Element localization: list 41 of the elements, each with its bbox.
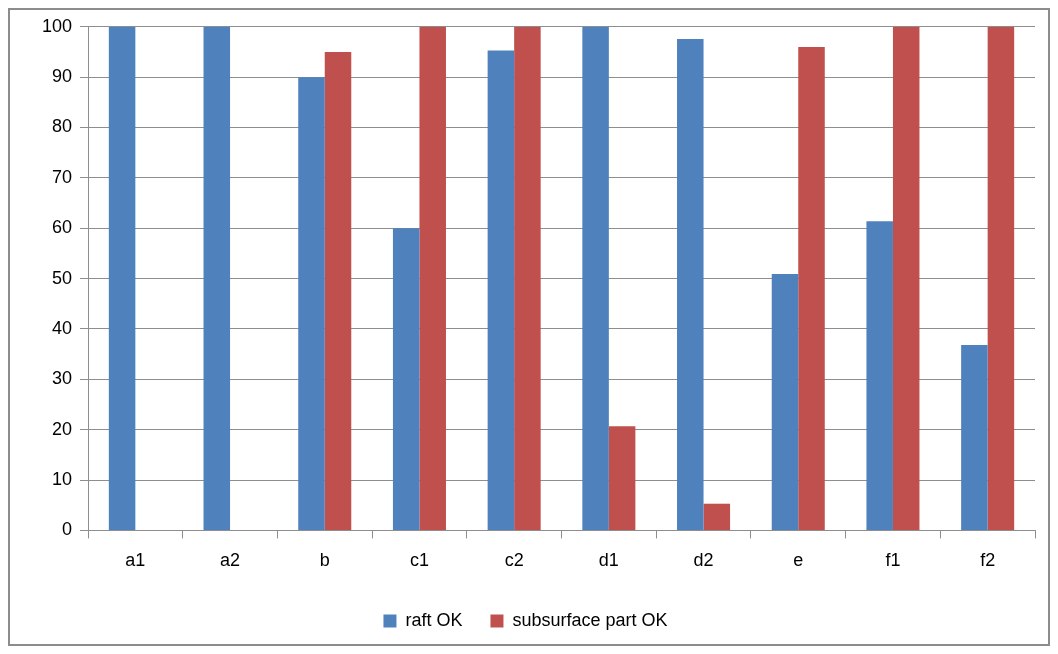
bar <box>677 38 704 530</box>
x-tick-label: b <box>319 550 330 571</box>
y-tick-label: 90 <box>51 66 72 87</box>
x-tick-label: a1 <box>125 550 146 571</box>
x-tick-label: e <box>793 550 804 571</box>
bar <box>514 26 541 530</box>
y-tick-label: 80 <box>51 116 72 137</box>
x-tick-label: c1 <box>409 550 429 571</box>
x-tick-label: f2 <box>980 550 996 571</box>
bar <box>771 274 799 530</box>
y-tick-label: 20 <box>51 418 72 439</box>
bar <box>108 26 136 530</box>
y-tick-label: 40 <box>51 317 72 338</box>
bar <box>487 50 515 530</box>
y-tick-label: 70 <box>51 166 72 187</box>
bar <box>608 426 636 530</box>
bar <box>798 46 825 530</box>
bar <box>203 26 231 530</box>
y-tick-label: 60 <box>51 217 72 238</box>
bar <box>987 26 1015 530</box>
y-tick-label: 50 <box>51 267 72 288</box>
x-tick-label: c2 <box>504 550 524 571</box>
x-tick-label: d1 <box>598 550 619 571</box>
y-tick-label: 100 <box>41 15 72 36</box>
bar <box>298 77 325 530</box>
y-tick-label: 10 <box>51 469 72 490</box>
legend-label: raft OK <box>405 609 463 630</box>
bar <box>582 26 609 530</box>
bar <box>324 51 352 530</box>
bar <box>892 26 920 530</box>
y-tick-label: 0 <box>61 519 72 540</box>
bar <box>419 26 446 530</box>
bar <box>703 503 731 530</box>
bar <box>392 228 420 530</box>
y-tick-label: 30 <box>51 368 72 389</box>
legend-label: subsurface part OK <box>512 609 668 630</box>
bar <box>866 221 893 530</box>
x-tick-label: d2 <box>693 550 714 571</box>
x-tick-label: f1 <box>885 550 901 571</box>
bar <box>961 345 988 530</box>
x-tick-label: a2 <box>220 550 241 571</box>
